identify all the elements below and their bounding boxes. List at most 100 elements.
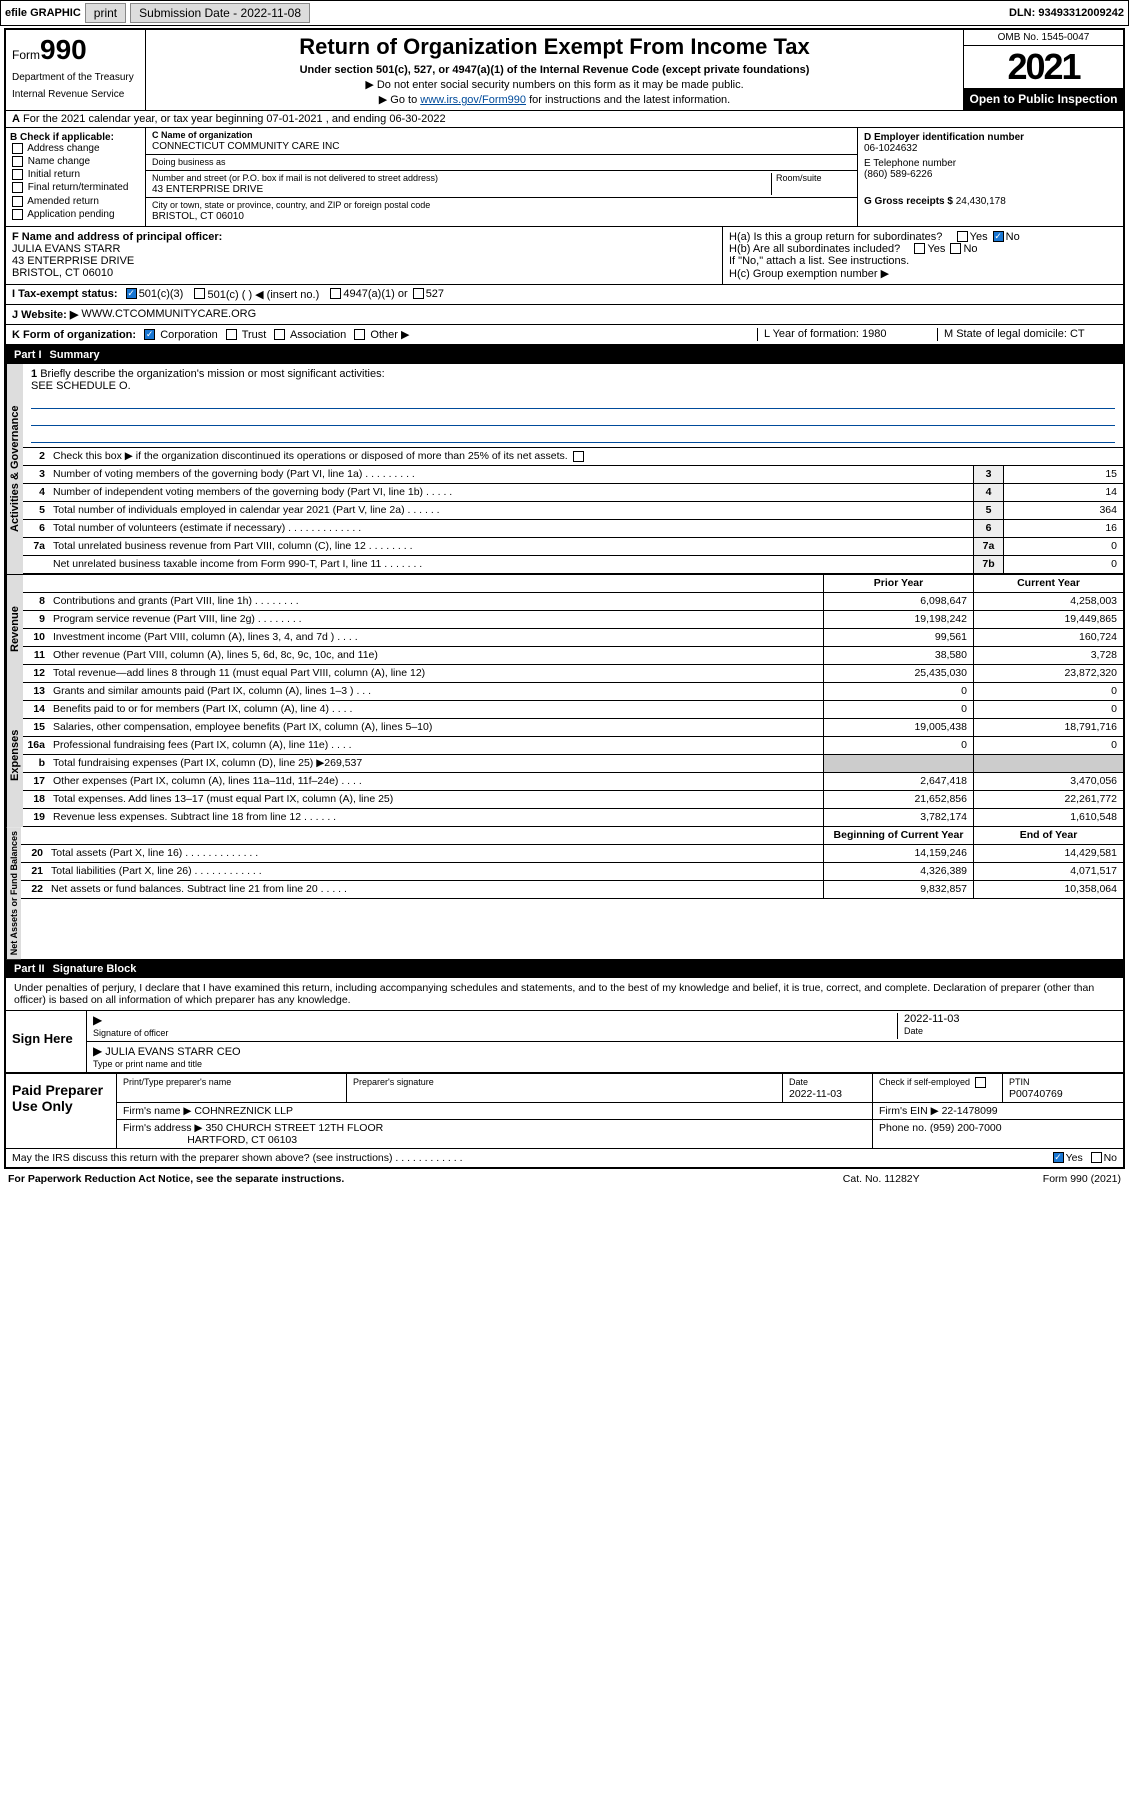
chk-other[interactable] <box>354 329 365 340</box>
mission-rule <box>31 412 1115 426</box>
officer-addr: 43 ENTERPRISE DRIVE <box>12 255 134 267</box>
form-header: Form990 Department of the Treasury Inter… <box>6 30 1123 111</box>
netassets-label: Net Assets or Fund Balances <box>6 827 21 959</box>
chk-501c[interactable] <box>194 288 205 299</box>
ha-yes[interactable] <box>957 231 968 242</box>
chk-trust[interactable] <box>226 329 237 340</box>
fin-line: 12Total revenue—add lines 8 through 11 (… <box>23 665 1123 683</box>
may-irs-yes[interactable] <box>1053 1152 1064 1163</box>
tax-period-row: A For the 2021 calendar year, or tax yea… <box>6 111 1123 128</box>
q1-text: Briefly describe the organization's miss… <box>40 368 384 380</box>
mission-area: 1 Briefly describe the organization's mi… <box>23 364 1123 448</box>
prep-name-label: Print/Type preparer's name <box>123 1077 231 1087</box>
form-number: 990 <box>40 34 87 65</box>
gross-receipts: 24,430,178 <box>956 196 1006 207</box>
sign-here-label: Sign Here <box>6 1011 86 1072</box>
part2-title: Signature Block <box>53 963 137 975</box>
hb-note: If "No," attach a list. See instructions… <box>729 255 1117 267</box>
revenue-label: Revenue <box>6 575 23 683</box>
ptin-value: P00740769 <box>1009 1088 1063 1100</box>
may-irs-text: May the IRS discuss this return with the… <box>12 1152 1051 1164</box>
gov-line: 4Number of independent voting members of… <box>23 484 1123 502</box>
chk-527[interactable] <box>413 288 424 299</box>
form-page: Form 990 (2021) <box>1043 1173 1121 1185</box>
chk-discontinued[interactable] <box>573 451 584 462</box>
firm-addr: 350 CHURCH STREET 12TH FLOOR <box>205 1122 383 1134</box>
year-block: OMB No. 1545-0047 2021 Open to Public In… <box>963 30 1123 110</box>
website-row: J Website: ▶ WWW.CTCOMMUNITYCARE.ORG <box>6 305 1123 325</box>
check-applicable-col: B Check if applicable: Address change Na… <box>6 128 146 226</box>
b-label: B Check if applicable: <box>10 132 141 143</box>
fin-line: 20Total assets (Part X, line 16) . . . .… <box>21 845 1123 863</box>
chk-501c3[interactable] <box>126 288 137 299</box>
prep-date-label: Date <box>789 1077 808 1087</box>
g-label: G Gross receipts $ <box>864 196 953 207</box>
paperwork-notice: For Paperwork Reduction Act Notice, see … <box>8 1173 843 1185</box>
chk-self-employed[interactable] <box>975 1077 986 1088</box>
expenses-label: Expenses <box>6 683 23 827</box>
tax-period-text: For the 2021 calendar year, or tax year … <box>23 113 446 125</box>
officer-group-row: F Name and address of principal officer:… <box>6 227 1123 285</box>
mission-rule <box>31 395 1115 409</box>
submission-date-button[interactable]: Submission Date - 2022-11-08 <box>130 3 310 23</box>
chk-address-change[interactable]: Address change <box>10 143 141 154</box>
hb-yes[interactable] <box>914 243 925 254</box>
mission-value: SEE SCHEDULE O. <box>31 380 1115 392</box>
ha-no[interactable] <box>993 231 1004 242</box>
sig-officer-label: Signature of officer <box>93 1028 168 1038</box>
officer-city: BRISTOL, CT 06010 <box>12 267 113 279</box>
chk-corporation[interactable] <box>144 329 155 340</box>
chk-name-change[interactable]: Name change <box>10 156 141 167</box>
current-year-header: Current Year <box>973 575 1123 592</box>
expenses-section: Expenses 13Grants and similar amounts pa… <box>6 683 1123 827</box>
name-address-col: C Name of organization CONNECTICUT COMMU… <box>146 128 858 226</box>
bcy-header: Beginning of Current Year <box>823 827 973 844</box>
part1-header: Part I Summary <box>6 346 1123 364</box>
fin-line: 16aProfessional fundraising fees (Part I… <box>23 737 1123 755</box>
eoy-header: End of Year <box>973 827 1123 844</box>
tax-exempt-row: I Tax-exempt status: 501(c)(3) 501(c) ( … <box>6 285 1123 305</box>
chk-4947[interactable] <box>330 288 341 299</box>
gov-line: 6Total number of volunteers (estimate if… <box>23 520 1123 538</box>
year-formation: L Year of formation: 1980 <box>757 328 937 341</box>
chk-amended-return[interactable]: Amended return <box>10 196 141 207</box>
fin-line: 13Grants and similar amounts paid (Part … <box>23 683 1123 701</box>
governance-label: Activities & Governance <box>6 364 23 574</box>
addr-label: Number and street (or P.O. box if mail i… <box>152 173 438 183</box>
chk-application-pending[interactable]: Application pending <box>10 209 141 220</box>
self-employed-label: Check if self-employed <box>879 1077 970 1087</box>
fin-line: bTotal fundraising expenses (Part IX, co… <box>23 755 1123 773</box>
may-irs-no[interactable] <box>1091 1152 1102 1163</box>
arrow-icon: ▶ <box>93 1013 102 1027</box>
irs-link[interactable]: www.irs.gov/Form990 <box>420 94 526 106</box>
ptin-label: PTIN <box>1009 1077 1030 1087</box>
open-to-public: Open to Public Inspection <box>964 88 1123 110</box>
f-label: F Name and address of principal officer: <box>12 231 222 243</box>
chk-final-return[interactable]: Final return/terminated <box>10 182 141 193</box>
fin-line: 10Investment income (Part VIII, column (… <box>23 629 1123 647</box>
may-irs-row: May the IRS discuss this return with the… <box>6 1148 1123 1167</box>
paid-preparer-block: Paid Preparer Use Only Print/Type prepar… <box>6 1074 1123 1148</box>
form-subtitle: Under section 501(c), 527, or 4947(a)(1)… <box>154 64 955 76</box>
hb-no[interactable] <box>950 243 961 254</box>
dba-label: Doing business as <box>152 157 226 167</box>
dept-label: Department of the Treasury <box>12 66 139 83</box>
sig-date-value: 2022-11-03 <box>904 1013 959 1025</box>
sign-here-block: Sign Here ▶ Signature of officer 2022-11… <box>6 1011 1123 1074</box>
q2-text: Check this box ▶ if the organization dis… <box>49 448 1123 465</box>
fin-line: 8Contributions and grants (Part VIII, li… <box>23 593 1123 611</box>
hc-label: H(c) Group exemption number ▶ <box>729 267 1117 280</box>
note-link-row: ▶ Go to www.irs.gov/Form990 for instruct… <box>154 93 955 106</box>
gov-line: 3Number of voting members of the governi… <box>23 466 1123 484</box>
website-value: WWW.CTCOMMUNITYCARE.ORG <box>81 308 256 321</box>
print-button[interactable]: print <box>85 3 126 23</box>
governance-section: Activities & Governance 1 Briefly descri… <box>6 364 1123 575</box>
officer-name-title: JULIA EVANS STARR CEO <box>105 1046 240 1058</box>
fin-line: 18Total expenses. Add lines 13–17 (must … <box>23 791 1123 809</box>
fin-line: 19Revenue less expenses. Subtract line 1… <box>23 809 1123 827</box>
chk-association[interactable] <box>274 329 285 340</box>
firm-ein-label: Firm's EIN ▶ <box>879 1105 939 1117</box>
chk-initial-return[interactable]: Initial return <box>10 169 141 180</box>
revenue-section: Revenue Prior Year Current Year 8Contrib… <box>6 575 1123 683</box>
form-prefix: Form <box>12 48 40 62</box>
